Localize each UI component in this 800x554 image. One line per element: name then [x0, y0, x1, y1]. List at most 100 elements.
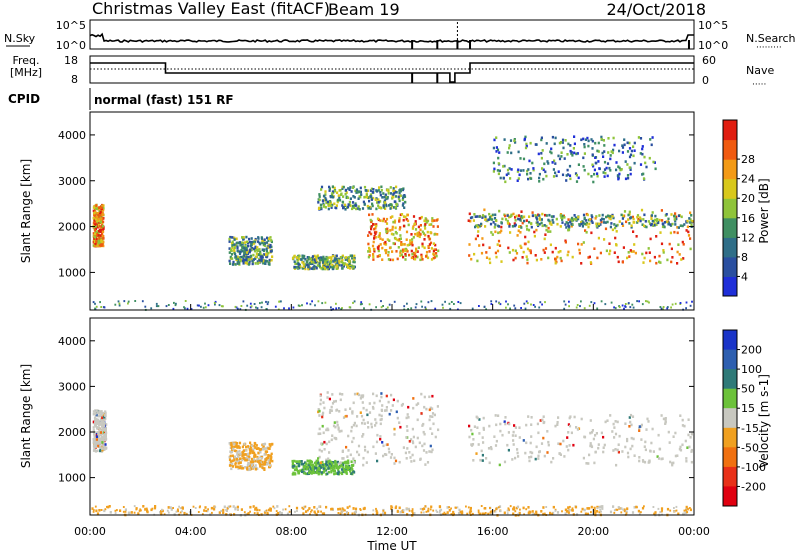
data-pixel — [527, 511, 530, 515]
data-pixel — [374, 452, 377, 455]
data-pixel — [299, 469, 302, 472]
data-pixel — [320, 472, 323, 476]
data-pixel — [617, 260, 620, 264]
data-pixel — [309, 257, 313, 261]
data-pixel — [392, 242, 395, 245]
data-pixel — [302, 468, 305, 471]
data-pixel — [591, 153, 594, 156]
data-pixel — [298, 254, 301, 258]
data-pixel — [554, 162, 557, 165]
data-pixel — [559, 442, 562, 446]
data-pixel — [498, 302, 501, 305]
data-pixel — [590, 138, 593, 141]
data-pixel — [492, 221, 495, 224]
data-pixel — [479, 512, 482, 515]
data-pixel — [430, 300, 433, 303]
data-pixel — [341, 465, 344, 468]
data-pixel — [330, 405, 333, 409]
data-pixel — [236, 241, 239, 245]
data-pixel — [545, 228, 548, 232]
data-pixel — [304, 505, 307, 508]
data-pixel — [628, 255, 631, 258]
data-pixel — [424, 306, 427, 309]
data-pixel — [245, 458, 248, 462]
data-pixel — [353, 196, 356, 199]
x-tick-label: 04:00 — [175, 525, 207, 538]
data-pixel — [572, 443, 575, 447]
data-pixel — [333, 472, 336, 476]
data-pixel — [319, 206, 323, 210]
data-pixel — [333, 189, 336, 193]
colorbar-tick-label: -15 — [741, 422, 759, 435]
data-pixel — [253, 512, 256, 515]
data-pixel — [512, 212, 515, 216]
data-pixel — [366, 421, 369, 424]
data-pixel — [319, 203, 322, 207]
data-pixel — [494, 444, 498, 447]
data-pixel — [330, 409, 333, 412]
data-pixel — [369, 207, 372, 210]
data-pixel — [406, 413, 409, 416]
data-pixel — [412, 397, 415, 400]
data-pixel — [671, 462, 674, 465]
data-pixel — [135, 508, 138, 511]
data-pixel — [421, 305, 423, 308]
data-pixel — [250, 467, 253, 470]
data-pixel — [508, 167, 511, 170]
data-pixel — [418, 441, 421, 445]
colorbar-tick-label: 15 — [741, 402, 755, 415]
data-pixel — [254, 446, 257, 449]
data-pixel — [525, 508, 528, 511]
data-pixel — [370, 225, 373, 228]
data-pixel — [612, 216, 615, 220]
colorbar-tick-label: 20 — [741, 192, 755, 205]
data-pixel — [549, 511, 552, 515]
data-pixel — [589, 261, 592, 264]
data-pixel — [530, 455, 533, 459]
velocity-ylabel: Slant Range [km] — [19, 364, 33, 468]
data-pixel — [591, 139, 594, 143]
data-pixel — [390, 232, 393, 236]
data-pixel — [220, 305, 223, 308]
data-pixel — [541, 167, 544, 170]
data-pixel — [513, 138, 516, 141]
data-pixel — [536, 223, 539, 226]
data-pixel — [398, 191, 401, 195]
data-pixel — [253, 451, 256, 455]
data-pixel — [242, 236, 245, 239]
data-pixel — [572, 147, 575, 150]
data-pixel — [114, 303, 117, 306]
data-pixel — [196, 304, 199, 307]
data-pixel — [98, 509, 101, 512]
data-pixel — [338, 198, 342, 202]
colorbar-swatch — [723, 178, 737, 199]
data-pixel — [527, 506, 530, 509]
data-pixel — [526, 302, 529, 305]
data-pixel — [345, 256, 348, 259]
data-pixel — [333, 421, 336, 424]
data-pixel — [582, 241, 585, 244]
data-pixel — [542, 168, 545, 172]
data-pixel — [92, 509, 95, 512]
data-pixel — [609, 157, 612, 161]
data-pixel — [453, 512, 455, 515]
data-pixel — [508, 146, 511, 150]
data-pixel — [302, 512, 305, 515]
data-pixel — [303, 467, 306, 471]
data-pixel — [339, 189, 342, 192]
data-pixel — [263, 462, 266, 465]
data-pixel — [571, 507, 574, 510]
data-pixel — [352, 401, 355, 405]
data-pixel — [352, 423, 355, 427]
data-pixel — [678, 447, 681, 451]
data-pixel — [528, 459, 531, 463]
data-pixel — [330, 306, 332, 309]
data-pixel — [245, 235, 248, 239]
data-pixel — [588, 507, 591, 510]
data-pixel — [404, 200, 407, 204]
data-pixel — [392, 233, 395, 236]
data-pixel — [626, 451, 630, 455]
data-pixel — [628, 147, 632, 150]
data-pixel — [677, 243, 680, 246]
data-pixel — [399, 226, 402, 229]
